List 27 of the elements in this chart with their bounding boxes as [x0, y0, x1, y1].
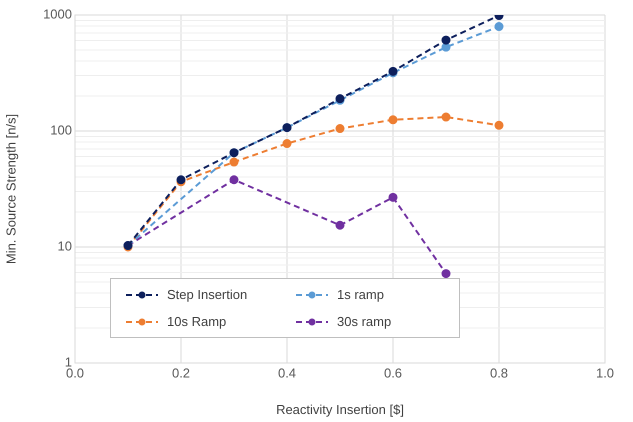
- legend-label: 1s ramp: [337, 287, 384, 302]
- y-tick-label: 100: [50, 122, 72, 138]
- point: [388, 115, 398, 124]
- x-tick-label: 0.2: [172, 365, 190, 380]
- point: [494, 22, 504, 32]
- point: [230, 175, 238, 184]
- y-tick-label: 10: [58, 238, 72, 254]
- point: [388, 192, 398, 202]
- y-axis-title: Min. Source Strength [n/s]: [3, 114, 18, 264]
- x-tick-label: 0.6: [384, 365, 402, 380]
- point: [442, 269, 450, 278]
- x-tick-label: 0.8: [490, 365, 508, 380]
- legend-label: 30s ramp: [337, 314, 392, 329]
- x-axis-title: Reactivity Insertion [$]: [276, 402, 404, 417]
- point: [336, 124, 344, 134]
- point: [442, 112, 450, 122]
- point: [494, 120, 504, 130]
- x-tick-label: 1.0: [596, 365, 614, 380]
- y-tick-label: 1000: [43, 6, 72, 22]
- point: [336, 220, 344, 230]
- legend-label: Step Insertion: [167, 287, 248, 302]
- point: [230, 158, 238, 167]
- x-tick-label: 0.4: [278, 365, 296, 380]
- legend-label: 10s Ramp: [167, 314, 226, 329]
- point: [442, 42, 450, 52]
- point: [442, 36, 450, 45]
- point: [282, 139, 292, 148]
